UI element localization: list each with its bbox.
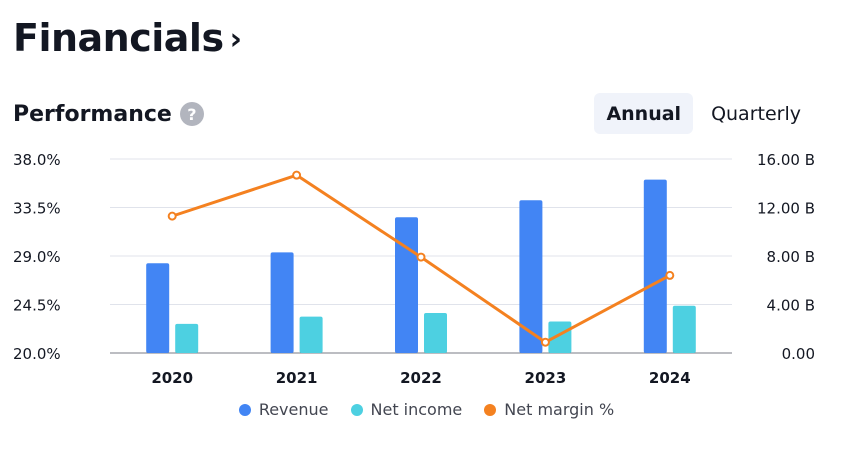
quarterly-button[interactable]: Quarterly bbox=[711, 102, 801, 125]
legend-label-net-margin: Net margin % bbox=[504, 400, 615, 419]
revenue-bar bbox=[395, 217, 418, 353]
net-income-bar bbox=[548, 321, 572, 353]
right-tick-label: 16.00 B bbox=[757, 151, 815, 169]
net-margin-point bbox=[292, 170, 302, 180]
help-icon[interactable]: ? bbox=[179, 102, 204, 126]
net-income-bar bbox=[299, 316, 323, 353]
legend-dot-revenue bbox=[238, 403, 251, 416]
left-tick-label: 24.5% bbox=[13, 297, 61, 315]
net-margin-point bbox=[665, 270, 675, 280]
right-tick-label: 4.00 B bbox=[767, 297, 815, 315]
revenue-bar bbox=[146, 263, 170, 353]
net-income-bar bbox=[424, 312, 447, 353]
legend-label-revenue: Revenue bbox=[258, 400, 329, 419]
revenue-bar bbox=[643, 179, 667, 353]
left-tick-label: 38.0% bbox=[13, 151, 61, 169]
legend-dot-net-margin bbox=[484, 403, 497, 416]
chevron-right-icon: › bbox=[229, 21, 242, 57]
net-income-bar bbox=[672, 305, 696, 353]
left-tick-label: 33.5% bbox=[13, 200, 61, 218]
legend-label-net-income: Net income bbox=[370, 400, 463, 419]
legend-net-income[interactable]: Net income bbox=[350, 400, 463, 419]
right-tick-label: 0.00 bbox=[782, 345, 815, 363]
revenue-bar bbox=[519, 200, 543, 353]
page-title: Financials bbox=[13, 16, 224, 60]
x-tick-label: 2020 bbox=[151, 369, 193, 387]
right-tick-label: 12.00 B bbox=[757, 200, 815, 218]
chart-legend: Revenue Net income Net margin % bbox=[0, 400, 853, 419]
revenue-bar bbox=[270, 252, 294, 353]
x-tick-label: 2021 bbox=[276, 369, 318, 387]
left-tick-label: 29.0% bbox=[13, 248, 61, 266]
net-margin-point bbox=[416, 252, 426, 262]
period-toggle: Annual Quarterly bbox=[594, 93, 813, 134]
x-tick-label: 2023 bbox=[525, 369, 567, 387]
annual-button[interactable]: Annual bbox=[594, 93, 694, 134]
right-tick-label: 8.00 B bbox=[767, 248, 815, 266]
legend-dot-net-income bbox=[350, 403, 363, 416]
net-income-bar bbox=[175, 323, 199, 353]
financials-header[interactable]: Financials › bbox=[13, 12, 242, 64]
legend-revenue[interactable]: Revenue bbox=[238, 400, 329, 419]
net-margin-point bbox=[540, 337, 550, 347]
performance-heading: Performance ? bbox=[13, 98, 204, 130]
section-title: Performance bbox=[13, 101, 172, 127]
left-tick-label: 20.0% bbox=[13, 345, 61, 363]
net-margin-point bbox=[167, 211, 177, 221]
x-tick-label: 2024 bbox=[649, 369, 691, 387]
legend-net-margin[interactable]: Net margin % bbox=[484, 400, 614, 419]
x-tick-label: 2022 bbox=[400, 369, 442, 387]
